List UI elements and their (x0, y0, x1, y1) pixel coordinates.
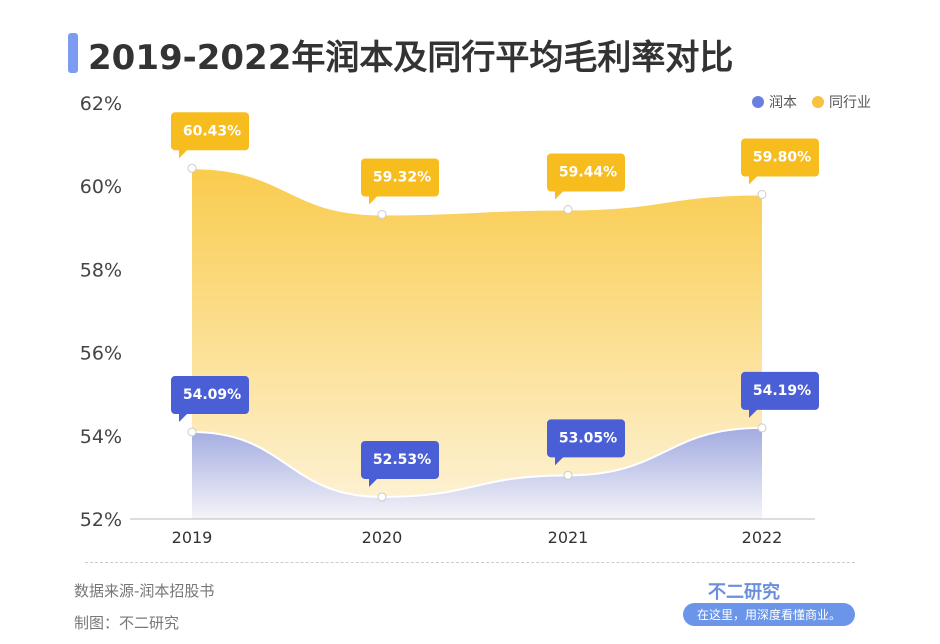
data-label: 52.53% (373, 452, 431, 468)
x-tick-label: 2020 (362, 528, 403, 547)
brand-logo: 不二研究 (708, 582, 780, 603)
data-label: 59.80% (753, 150, 811, 166)
data-point (757, 423, 767, 433)
x-tick-label: 2022 (742, 528, 783, 547)
legend-label: 同行业 (829, 95, 871, 111)
series-line (191, 167, 763, 216)
area-runben (192, 427, 762, 519)
y-tick-label: 58% (80, 259, 122, 281)
y-tick-label: 54% (80, 426, 122, 448)
legend-item-peers: 同行业 (812, 92, 871, 112)
y-tick-label: 60% (80, 176, 122, 198)
y-tick-label: 56% (80, 343, 122, 365)
x-tick-label: 2019 (172, 528, 213, 547)
data-point (187, 163, 197, 173)
chart-title: 2019-2022年润本及同行平均毛利率对比 (88, 38, 734, 78)
data-label-bubble (547, 419, 625, 466)
footer-divider (85, 562, 855, 563)
data-label: 59.32% (373, 169, 431, 185)
chart-plot: 52% 54% 56% 58% 60% 62% 2019 2020 2021 2022 54.09%… (80, 93, 819, 547)
data-point (563, 470, 573, 480)
data-label: 60.43% (183, 123, 241, 139)
data-label-bubble (171, 112, 249, 159)
data-point (377, 492, 387, 502)
title-accent-bar (68, 33, 78, 73)
data-label: 54.19% (753, 383, 811, 399)
x-tick-label: 2021 (548, 528, 589, 547)
data-label: 59.44% (559, 164, 617, 180)
legend-dot (752, 96, 764, 108)
y-tick-label: 52% (80, 509, 122, 531)
data-point (563, 204, 573, 214)
data-label: 54.09% (183, 387, 241, 403)
data-label-bubble (361, 158, 439, 205)
legend-label: 润本 (769, 95, 797, 111)
legend-item-runben: 润本 (752, 92, 797, 112)
data-point (757, 190, 767, 200)
data-label-bubble (741, 138, 819, 185)
legend-dot (812, 96, 824, 108)
data-label-bubble (171, 376, 249, 423)
data-label-bubble (741, 371, 819, 418)
data-label-bubble (547, 153, 625, 200)
data-label-bubble (361, 440, 439, 487)
y-tick-label: 62% (80, 93, 122, 115)
brand-slogan: 在这里，用深度看懂商业。 (683, 603, 856, 626)
data-point (377, 209, 387, 219)
data-label: 53.05% (559, 430, 617, 446)
series-line (191, 426, 763, 498)
maker-note: 制图：不二研究 (74, 614, 180, 632)
source-note: 数据来源-润本招股书 (74, 582, 215, 600)
data-point (187, 427, 197, 437)
